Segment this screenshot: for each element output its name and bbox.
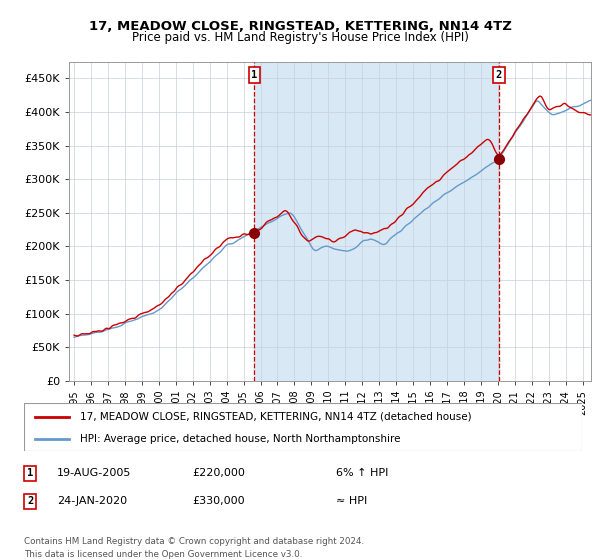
Text: 19-AUG-2005: 19-AUG-2005 — [57, 468, 131, 478]
Text: £330,000: £330,000 — [192, 496, 245, 506]
Text: HPI: Average price, detached house, North Northamptonshire: HPI: Average price, detached house, Nort… — [80, 434, 400, 444]
Text: ≈ HPI: ≈ HPI — [336, 496, 367, 506]
Text: 6% ↑ HPI: 6% ↑ HPI — [336, 468, 388, 478]
Text: Price paid vs. HM Land Registry's House Price Index (HPI): Price paid vs. HM Land Registry's House … — [131, 31, 469, 44]
Text: 24-JAN-2020: 24-JAN-2020 — [57, 496, 127, 506]
Text: Contains HM Land Registry data © Crown copyright and database right 2024.
This d: Contains HM Land Registry data © Crown c… — [24, 538, 364, 559]
Bar — [254, 62, 499, 381]
Text: £220,000: £220,000 — [192, 468, 245, 478]
Text: 2: 2 — [496, 70, 502, 80]
Text: 1: 1 — [251, 70, 257, 80]
Text: 17, MEADOW CLOSE, RINGSTEAD, KETTERING, NN14 4TZ: 17, MEADOW CLOSE, RINGSTEAD, KETTERING, … — [89, 20, 511, 32]
Text: 1: 1 — [27, 468, 33, 478]
Text: 2: 2 — [27, 496, 33, 506]
Text: 17, MEADOW CLOSE, RINGSTEAD, KETTERING, NN14 4TZ (detached house): 17, MEADOW CLOSE, RINGSTEAD, KETTERING, … — [80, 412, 472, 422]
